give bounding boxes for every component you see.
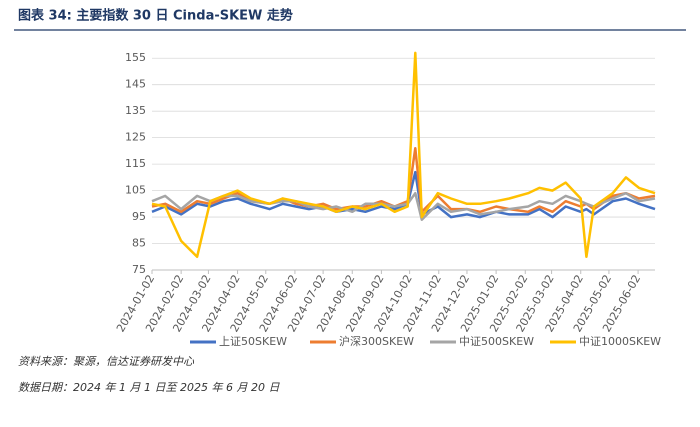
series-line (151, 170, 656, 219)
series-line (151, 191, 656, 221)
chart-title: 图表 34: 主要指数 30 日 Cinda-SKEW 走势 (18, 8, 293, 24)
series-line (151, 146, 656, 214)
legend-label: 中证1000SKEW (579, 335, 661, 348)
y-tick-label: 125 (125, 131, 146, 144)
y-tick-label: 115 (125, 157, 146, 170)
y-tick-label: 85 (132, 237, 146, 250)
y-tick-label: 145 (125, 78, 146, 91)
y-tick-label: 155 (125, 51, 146, 64)
date-note: 数据日期：2024 年 1 月 1 日至 2025 年 6 月 20 日 (18, 381, 280, 394)
y-tick-label: 95 (132, 210, 146, 223)
y-tick-label: 105 (125, 184, 146, 197)
series-line (151, 51, 656, 259)
legend-label: 上证50SKEW (219, 335, 287, 348)
source-note: 资料来源：聚源，信达证券研发中心 (18, 355, 195, 368)
y-tick-label: 135 (125, 104, 146, 117)
legend-label: 沪深300SKEW (339, 334, 414, 348)
y-tick-label: 75 (132, 263, 146, 276)
legend-label: 中证500SKEW (459, 335, 534, 348)
